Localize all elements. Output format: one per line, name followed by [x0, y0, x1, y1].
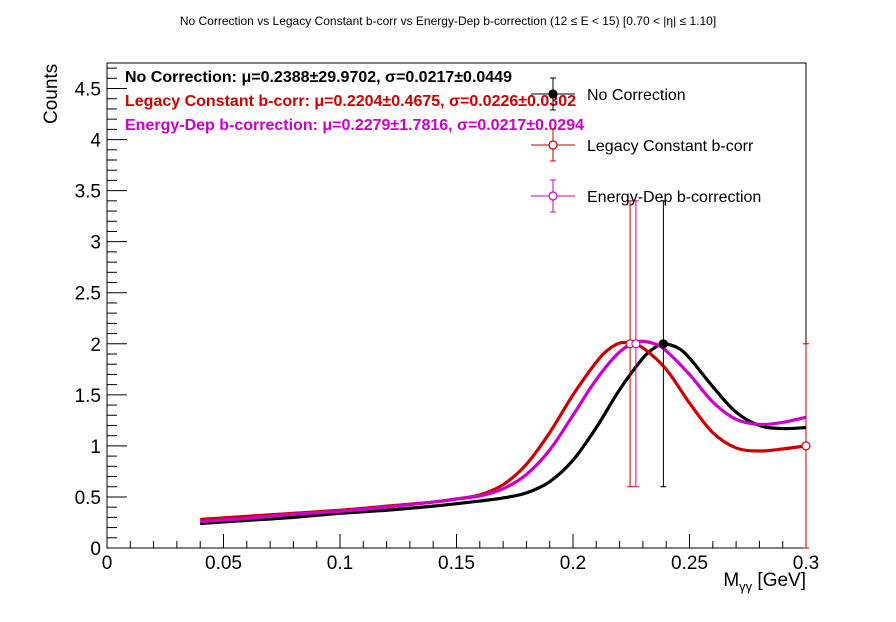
data-point: [658, 339, 669, 349]
y-tick-label: 4.5: [75, 80, 101, 101]
fit-result-label: Energy-Dep b-correction:: [125, 117, 322, 134]
x-axis-title-sub: γγ: [739, 579, 753, 594]
y-axis-title: Counts: [41, 64, 62, 124]
y-tick-label: 1: [90, 437, 101, 458]
legend-marker: [548, 140, 558, 150]
fit-result-values: μ=0.2388±29.9702, σ=0.0217±0.0449: [241, 69, 512, 86]
fit-result-label: No Correction:: [125, 69, 241, 86]
data-points: [625, 200, 811, 549]
x-axis: 0 0.05 0.1 0.15 0.2 0.25 0.3: [102, 534, 819, 574]
x-tick-label: 0.3: [793, 553, 819, 574]
fit-curve-1: [200, 340, 807, 522]
y-tick-label: 0.5: [75, 488, 101, 509]
y-tick-label: 4: [90, 131, 101, 152]
y-tick-label: 2: [90, 335, 101, 356]
fit-curve-2: [200, 339, 807, 524]
chart-title: No Correction vs Legacy Constant b-corr …: [180, 14, 716, 28]
x-tick-label: 0.25: [671, 553, 708, 574]
y-axis: 0 0.5 1 1.5 2 2.5 3 3.5 4 4.5: [75, 67, 127, 560]
x-tick-label: 0.1: [327, 553, 353, 574]
fit-result-values: μ=0.2204±0.4675, σ=0.0226±0.0302: [314, 93, 576, 110]
data-point: [801, 441, 811, 451]
y-tick-label: 3: [90, 233, 101, 254]
x-axis-title-unit: [GeV]: [752, 570, 806, 591]
y-tick-label: 2.5: [75, 284, 101, 305]
fit-result-label: Legacy Constant b-corr:: [125, 93, 314, 110]
fit-result-0: No Correction: μ=0.2388±29.9702, σ=0.021…: [125, 69, 512, 86]
legend-label-1: Legacy Constant b-corr: [587, 138, 754, 155]
legend-marker: [548, 89, 558, 99]
data-point: [631, 339, 641, 349]
y-tick-label: 0: [90, 539, 101, 560]
x-tick-label: 0.05: [205, 553, 242, 574]
x-axis-title-main: M: [723, 570, 739, 591]
legend-marker: [548, 191, 558, 201]
fit-curves: [200, 339, 807, 526]
x-tick-label: 0.15: [438, 553, 475, 574]
y-tick-label: 1.5: [75, 386, 101, 407]
fit-results: No Correction: μ=0.2388±29.9702, σ=0.021…: [125, 69, 584, 134]
legend-label-0: No Correction: [587, 87, 686, 104]
fit-result-2: Energy-Dep b-correction: μ=0.2279±1.7816…: [125, 117, 584, 134]
plot-frame: [106, 62, 807, 549]
x-tick-label: 0: [102, 553, 113, 574]
fit-result-values: μ=0.2279±1.7816, σ=0.0217±0.0294: [322, 117, 584, 134]
fit-result-1: Legacy Constant b-corr: μ=0.2204±0.4675,…: [125, 93, 576, 110]
legend: No Correction Legacy Constant b-corr Energ…: [531, 77, 761, 213]
x-axis-title: Mγγ [GeV]: [723, 570, 806, 594]
fit-curve-0: [200, 342, 807, 526]
x-tick-label: 0.2: [560, 553, 586, 574]
legend-label-2: Energy-Dep b-correction: [587, 189, 761, 206]
y-tick-label: 3.5: [75, 182, 101, 203]
